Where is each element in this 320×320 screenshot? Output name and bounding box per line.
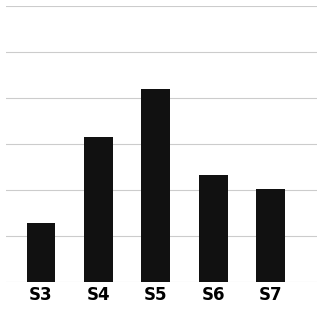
Bar — [27, 223, 55, 282]
Bar — [84, 137, 113, 282]
Bar — [256, 189, 285, 282]
Bar — [199, 175, 228, 282]
Bar — [141, 89, 170, 282]
